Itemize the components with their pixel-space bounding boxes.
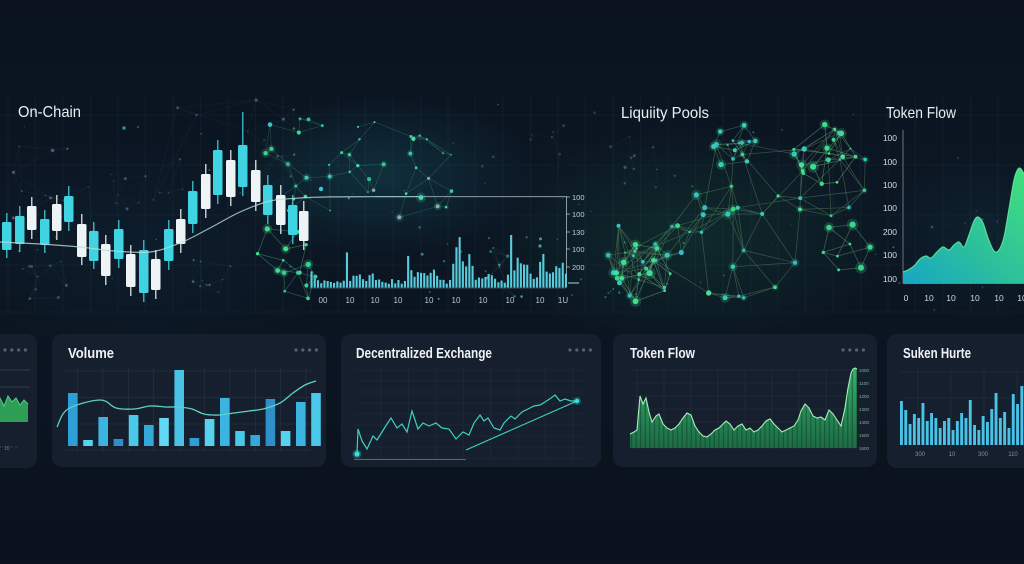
svg-text:Token Flow: Token Flow [886, 105, 956, 122]
svg-text:10: 10 [4, 446, 10, 452]
svg-text:Token Flow: Token Flow [630, 345, 695, 362]
svg-text:10: 10 [1017, 293, 1024, 303]
svg-text:1600: 1600 [859, 446, 870, 451]
svg-text:100: 100 [883, 274, 897, 284]
svg-text:100: 100 [883, 180, 897, 190]
svg-text:100: 100 [572, 245, 585, 254]
svg-text:1U: 1U [558, 296, 568, 305]
svg-text:1100: 1100 [859, 381, 869, 386]
svg-text:10: 10 [970, 293, 980, 303]
svg-text:0: 0 [904, 293, 909, 303]
svg-text:1500: 1500 [859, 433, 870, 438]
svg-text:1300: 1300 [859, 407, 870, 412]
svg-text:300: 300 [915, 452, 926, 458]
svg-text:1000: 1000 [859, 368, 870, 373]
svg-text:10: 10 [506, 296, 515, 305]
svg-text:10: 10 [452, 296, 461, 305]
svg-text:10: 10 [346, 296, 355, 305]
svg-text:1400: 1400 [859, 420, 870, 425]
svg-text:10: 10 [949, 452, 956, 458]
svg-text:130: 130 [572, 228, 585, 237]
svg-text:100: 100 [883, 133, 897, 143]
svg-text:10: 10 [371, 296, 380, 305]
svg-text:10: 10 [924, 293, 934, 303]
svg-text:100: 100 [883, 157, 897, 167]
svg-text:10: 10 [994, 293, 1004, 303]
svg-text:200: 200 [572, 263, 585, 272]
svg-text:Suken Hurte: Suken Hurte [903, 345, 971, 362]
svg-text:On-Chain: On-Chain [18, 104, 81, 121]
svg-text:Liquiity Pools: Liquiity Pools [621, 105, 709, 122]
svg-text:Volume: Volume [68, 345, 114, 362]
svg-text:10: 10 [479, 296, 488, 305]
svg-text:00: 00 [319, 296, 328, 305]
svg-text:100: 100 [572, 193, 585, 202]
svg-text:10: 10 [425, 296, 434, 305]
svg-text:200: 200 [883, 227, 897, 237]
svg-text:1200: 1200 [859, 394, 870, 399]
svg-text:100: 100 [572, 210, 585, 219]
svg-text:10: 10 [394, 296, 403, 305]
svg-text:100: 100 [883, 250, 897, 260]
svg-text:110: 110 [1008, 452, 1018, 458]
svg-text:300: 300 [978, 452, 989, 458]
svg-text:10: 10 [536, 296, 545, 305]
svg-text:Decentralized Exchange: Decentralized Exchange [356, 345, 492, 362]
svg-text:10: 10 [946, 293, 956, 303]
svg-text:100: 100 [883, 203, 897, 213]
